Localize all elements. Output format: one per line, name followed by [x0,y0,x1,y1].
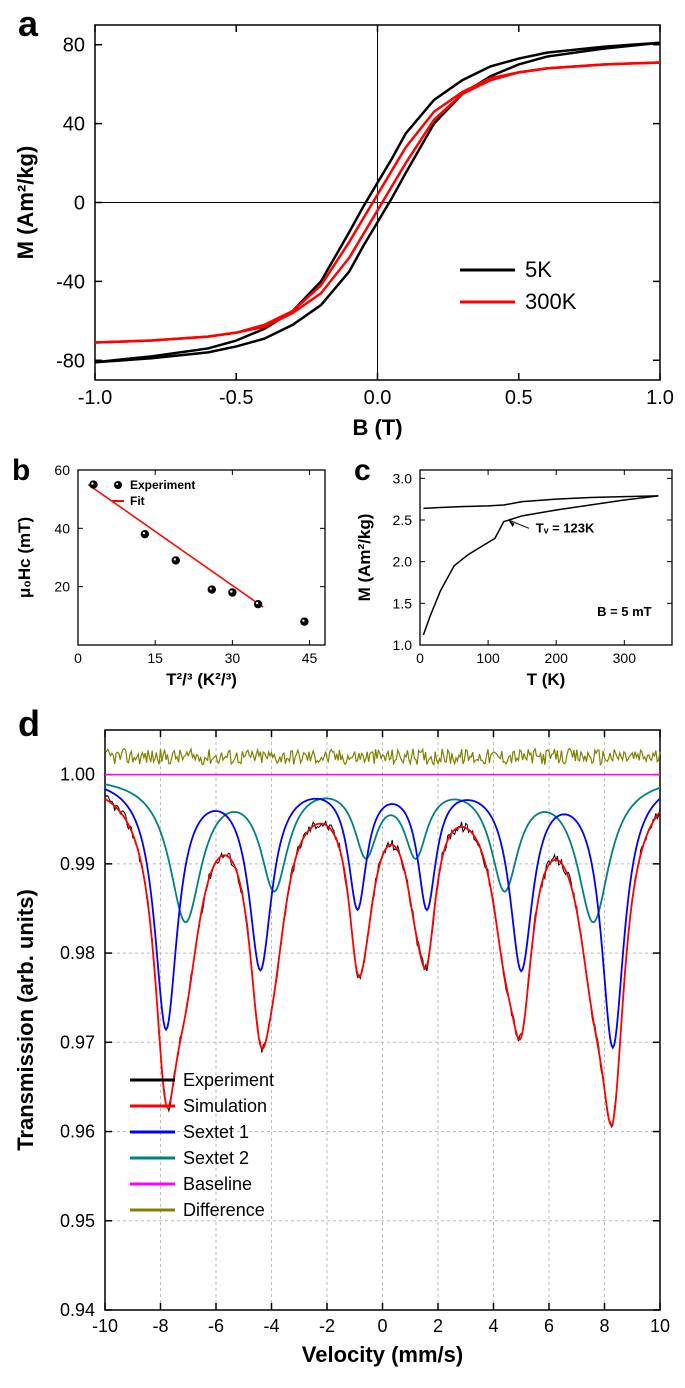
svg-text:1.0: 1.0 [393,637,413,653]
svg-text:Fit: Fit [130,494,145,508]
svg-text:30: 30 [225,650,241,666]
svg-text:0.98: 0.98 [60,943,95,963]
svg-text:100: 100 [476,650,500,666]
svg-text:Difference: Difference [183,1200,265,1220]
svg-text:200: 200 [545,650,569,666]
svg-text:5K: 5K [525,257,552,282]
figure-container: -1.0-0.50.00.51.0-80-4004080B (T)M (Am²/… [0,0,685,1388]
svg-text:-8: -8 [152,1316,168,1336]
svg-text:Simulation: Simulation [183,1096,267,1116]
svg-text:1.0: 1.0 [646,387,674,409]
svg-text:0.0: 0.0 [364,387,392,409]
svg-text:-6: -6 [208,1316,224,1336]
svg-text:0.96: 0.96 [60,1122,95,1142]
svg-text:-40: -40 [56,271,85,293]
svg-text:40: 40 [63,114,85,136]
svg-text:B = 5 mT: B = 5 mT [597,604,652,619]
svg-text:0.99: 0.99 [60,854,95,874]
panel-c: 0 100 200 300 1.0 1.5 2.0 2.5 3.0 T (K) M (Am²/kg)… [342,450,685,700]
svg-text:-0.5: -0.5 [219,387,253,409]
svg-text:0.94: 0.94 [60,1300,95,1320]
svg-text:60: 60 [54,462,70,478]
svg-text:Sextet 1: Sextet 1 [183,1122,249,1142]
svg-text:a: a [18,3,39,44]
svg-text:c: c [354,454,371,487]
svg-text:2.0: 2.0 [393,554,413,570]
svg-text:15: 15 [147,650,163,666]
svg-text:μ₀Hc (mT): μ₀Hc (mT) [15,517,34,598]
svg-text:-1.0: -1.0 [78,387,112,409]
svg-text:-4: -4 [263,1316,279,1336]
svg-text:-2: -2 [319,1316,335,1336]
svg-text:Tᵥ = 123K: Tᵥ = 123K [536,521,595,536]
svg-text:d: d [18,703,40,744]
svg-text:-80: -80 [56,350,85,372]
chart-c-svg: 0 100 200 300 1.0 1.5 2.0 2.5 3.0 T (K) M (Am²/kg)… [342,450,685,700]
svg-text:300: 300 [613,650,637,666]
svg-text:Velocity (mm/s): Velocity (mm/s) [302,1342,463,1367]
svg-text:M (Am²/kg): M (Am²/kg) [355,514,374,602]
svg-text:80: 80 [63,35,85,57]
svg-text:8: 8 [599,1316,609,1336]
panel-d: -10 -8 -6 -4 -2 0 2 4 6 8 10 0.94 0.95 0.96 0.97 0.98 0.… [0,700,685,1388]
svg-text:2: 2 [433,1316,443,1336]
svg-text:20: 20 [54,579,70,595]
svg-text:Experiment: Experiment [130,478,195,492]
svg-text:Experiment: Experiment [183,1070,274,1090]
svg-text:-10: -10 [92,1316,118,1336]
svg-text:0.5: 0.5 [505,387,533,409]
svg-text:3.0: 3.0 [393,470,413,486]
svg-text:B (T): B (T) [352,415,402,440]
svg-text:2.5: 2.5 [393,512,413,528]
svg-text:b: b [12,454,30,487]
panels-bc-row: 0 15 30 45 20 40 60 T²/³ (K²/³) μ₀Hc (mT) Experim… [0,450,685,700]
svg-text:1.00: 1.00 [60,765,95,785]
svg-text:45: 45 [302,650,318,666]
chart-a-svg: -1.0 -0.5 0.0 0.5 1.0 -80 -40 0 40 80 B (T) M (Am²/… [0,0,685,450]
svg-text:40: 40 [54,520,70,536]
svg-text:M (Am²/kg): M (Am²/kg) [13,146,38,260]
panel-a: -1.0 -0.5 0.0 0.5 1.0 -80 -40 0 40 80 B (T) M (Am²/… [0,0,685,450]
chart-d-svg: -10 -8 -6 -4 -2 0 2 4 6 8 10 0.94 0.95 0.96 0.97 0.98 0.… [0,700,685,1388]
svg-text:6: 6 [544,1316,554,1336]
svg-text:0: 0 [416,650,424,666]
svg-text:0.95: 0.95 [60,1211,95,1231]
svg-text:0: 0 [377,1316,387,1336]
svg-text:Transmission (arb. units): Transmission (arb. units) [13,889,38,1151]
svg-text:300K: 300K [525,289,577,314]
svg-text:Baseline: Baseline [183,1174,252,1194]
panel-b: 0 15 30 45 20 40 60 T²/³ (K²/³) μ₀Hc (mT) Experim… [0,450,342,700]
svg-text:0: 0 [74,193,85,215]
svg-text:4: 4 [488,1316,498,1336]
svg-text:0: 0 [74,650,82,666]
chart-b-svg: 0 15 30 45 20 40 60 T²/³ (K²/³) μ₀Hc (mT) Experim… [0,450,342,700]
svg-text:10: 10 [650,1316,670,1336]
svg-text:T²/³ (K²/³): T²/³ (K²/³) [166,670,237,689]
svg-text:T (K): T (K) [527,670,566,689]
svg-text:Sextet 2: Sextet 2 [183,1148,249,1168]
svg-text:1.5: 1.5 [393,595,413,611]
svg-text:0.97: 0.97 [60,1032,95,1052]
